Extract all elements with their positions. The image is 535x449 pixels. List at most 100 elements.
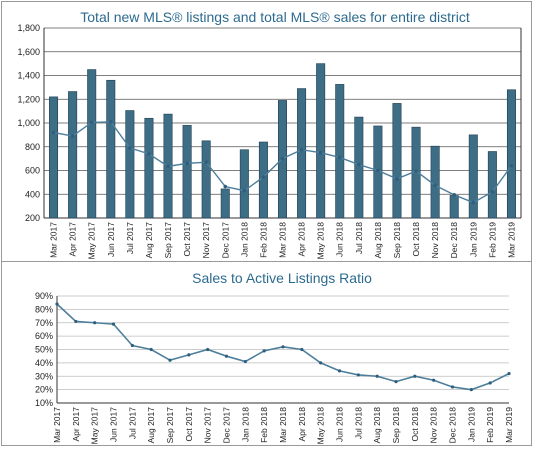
- x-tick-label: Jun 2018: [335, 222, 345, 257]
- x-tick-label: Jan 2018: [240, 407, 250, 442]
- data-point: [185, 161, 189, 166]
- data-point: [187, 353, 191, 357]
- x-tick-label: Aug 2018: [373, 222, 383, 259]
- data-point: [149, 347, 153, 352]
- y-tick-label: 90%: [35, 291, 53, 301]
- y-tick-label: 20%: [35, 385, 53, 395]
- bar: [392, 103, 402, 219]
- x-tick-label: Nov 2017: [203, 407, 213, 444]
- x-tick-label: Feb 2019: [487, 222, 497, 258]
- y-tick-label: 80%: [35, 304, 53, 314]
- data-point: [357, 162, 361, 167]
- y-tick-label: 1,200: [17, 94, 40, 104]
- data-point: [337, 369, 342, 373]
- x-tick-label: Jan 2019: [466, 407, 476, 442]
- x-tick-label: Nov 2018: [429, 407, 439, 444]
- data-point: [70, 134, 75, 138]
- y-tick-label: 30%: [35, 371, 53, 381]
- data-point: [414, 169, 418, 173]
- x-tick-label: Mar 2019: [504, 407, 514, 443]
- data-point: [452, 193, 457, 197]
- x-tick-label: Dec 2018: [448, 407, 458, 444]
- data-point: [471, 200, 476, 205]
- bar: [239, 149, 249, 219]
- x-tick-label: Jul 2017: [125, 222, 135, 254]
- x-tick-label: Feb 2019: [485, 407, 495, 443]
- bar: [87, 69, 97, 219]
- data-point: [490, 190, 495, 194]
- data-point: [128, 146, 132, 150]
- x-tick-label: Oct 2017: [184, 407, 194, 442]
- bar: [106, 79, 116, 219]
- data-point: [376, 168, 380, 173]
- x-tick-label: Feb 2018: [258, 222, 268, 258]
- data-point: [261, 175, 266, 179]
- x-tick-label: Mar 2018: [278, 222, 288, 258]
- data-point: [262, 349, 266, 353]
- x-tick-label: May 2018: [316, 407, 326, 445]
- data-point: [108, 120, 113, 124]
- x-tick-label: Nov 2017: [201, 222, 211, 259]
- data-point: [206, 347, 210, 352]
- data-point: [488, 381, 492, 385]
- y-tick-label: 600: [25, 166, 40, 176]
- x-tick-label: Sep 2018: [391, 407, 401, 444]
- bar: [68, 91, 78, 219]
- chart-1: 200 400 600 800 1,000 1,200 1,400 1,600 1,800 Mar…: [17, 23, 522, 259]
- x-tick-label: Jun 2017: [106, 222, 116, 257]
- data-point: [356, 373, 360, 377]
- x-tick-label: Sep 2018: [392, 222, 402, 259]
- bar: [144, 117, 154, 219]
- chart-2: 10% 20% 30% 40% 50% 60% 70% 80% 90% Mar 2017 Apr 2…: [35, 291, 514, 444]
- chart-1-title: Total new MLS® listings and total MLS® s…: [80, 9, 470, 25]
- bar: [297, 88, 307, 219]
- data-point: [166, 164, 170, 169]
- x-tick-label: Oct 2018: [410, 407, 420, 442]
- x-tick-label: Apr 2018: [297, 222, 307, 257]
- data-point: [243, 359, 247, 364]
- data-point: [130, 343, 134, 348]
- data-point: [509, 163, 514, 168]
- x-tick-label: Nov 2018: [430, 222, 440, 259]
- x-tick-label: Mar 2018: [278, 407, 288, 443]
- bar: [430, 145, 440, 219]
- data-point: [168, 358, 172, 362]
- y-tick-label: 800: [25, 142, 40, 152]
- bar: [487, 151, 497, 219]
- x-tick-label: Dec 2017: [222, 407, 232, 444]
- bar: [201, 140, 211, 219]
- x-tick-label: May 2017: [90, 407, 100, 445]
- data-point: [223, 184, 228, 189]
- x-tick-label: Jun 2017: [109, 407, 119, 442]
- data-point: [300, 347, 304, 352]
- data-point: [395, 177, 399, 181]
- bar: [220, 188, 230, 219]
- x-tick-label: Jun 2018: [335, 407, 345, 442]
- bar: [125, 110, 135, 219]
- data-point: [280, 156, 285, 161]
- data-point: [319, 361, 323, 365]
- x-tick-label: Aug 2017: [144, 222, 154, 259]
- data-point: [337, 155, 342, 160]
- x-tick-label: Sep 2017: [165, 407, 175, 444]
- y-tick-label: 200: [25, 213, 40, 223]
- x-tick-label: Jul 2018: [353, 407, 363, 439]
- y-tick-label: 1,400: [17, 71, 40, 81]
- bar: [316, 63, 326, 219]
- x-tick-label: Mar 2017: [52, 407, 62, 443]
- x-tick-label: Oct 2018: [411, 222, 421, 257]
- x-tick-label: Jul 2017: [127, 407, 137, 439]
- data-point: [394, 380, 398, 384]
- x-tick-label: Dec 2017: [220, 222, 230, 259]
- data-point: [318, 150, 323, 155]
- x-tick-label: Oct 2017: [182, 222, 192, 257]
- data-point: [507, 371, 511, 376]
- x-tick-label: Jul 2018: [354, 222, 364, 254]
- data-point: [224, 354, 229, 358]
- data-point: [413, 374, 417, 378]
- x-tick-label: Mar 2019: [506, 222, 516, 258]
- data-point: [204, 160, 208, 164]
- x-tick-label: Mar 2017: [49, 222, 59, 258]
- x-tick-label: Apr 2017: [71, 407, 81, 442]
